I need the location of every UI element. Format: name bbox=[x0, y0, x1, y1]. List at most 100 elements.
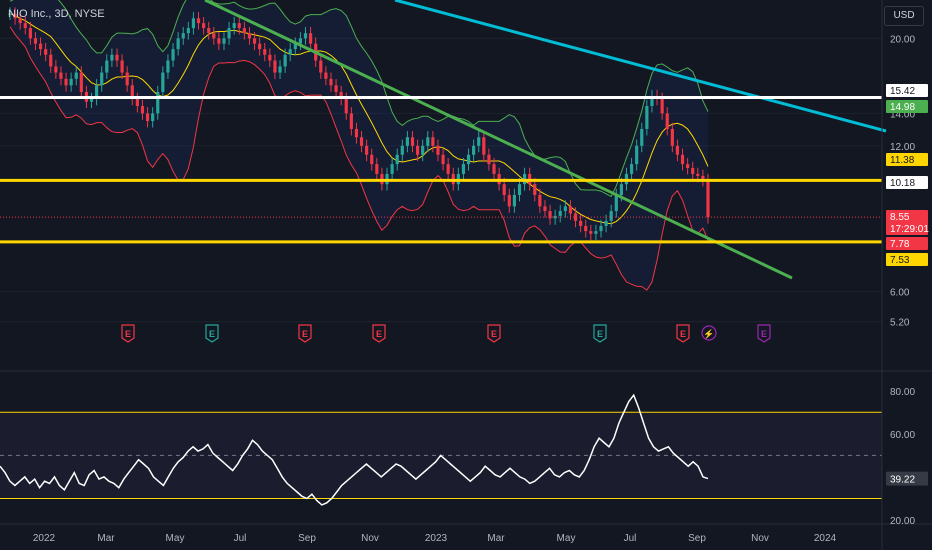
candle-body bbox=[339, 91, 343, 99]
candle-body bbox=[696, 173, 700, 176]
candle-body bbox=[431, 137, 435, 146]
candle-body bbox=[568, 206, 573, 214]
candle-body bbox=[349, 113, 353, 129]
event-shield bbox=[487, 324, 501, 343]
rsi-tick-label: 60.00 bbox=[890, 430, 915, 441]
earnings-event-marker: E bbox=[205, 324, 219, 343]
candle-body bbox=[543, 206, 547, 212]
time-tick-label: Sep bbox=[298, 533, 316, 544]
event-shield bbox=[205, 324, 219, 343]
price-label-text: 7.78 bbox=[890, 239, 910, 250]
candle-body bbox=[59, 72, 63, 79]
candle-body bbox=[69, 78, 73, 86]
time-tick-label: Nov bbox=[751, 533, 769, 544]
candle-body bbox=[89, 98, 94, 102]
cyan-trendline bbox=[394, 0, 887, 133]
candle-body bbox=[629, 164, 634, 174]
candle-body bbox=[563, 206, 567, 212]
event-shield bbox=[757, 324, 771, 343]
candle-body bbox=[54, 66, 58, 73]
price-tick-label: 12.00 bbox=[890, 142, 915, 153]
time-tick-label: 2023 bbox=[425, 533, 448, 544]
candle-body bbox=[176, 38, 180, 50]
time-tick-label: Jul bbox=[624, 533, 637, 544]
currency-button[interactable]: USD bbox=[884, 6, 924, 26]
candle-body bbox=[156, 91, 160, 114]
candle-body bbox=[507, 194, 511, 207]
candle-body bbox=[115, 54, 119, 61]
candle-body bbox=[33, 38, 38, 44]
candle-body bbox=[680, 154, 685, 165]
candle-body bbox=[354, 128, 359, 138]
candle-body bbox=[130, 85, 134, 99]
candle-body bbox=[64, 78, 68, 86]
earnings-event-marker: E bbox=[121, 324, 135, 343]
candle-body bbox=[18, 18, 22, 24]
candle-body bbox=[303, 33, 308, 39]
candle-body bbox=[49, 54, 53, 67]
rsi-line bbox=[0, 393, 709, 506]
rsi-current-badge bbox=[886, 471, 928, 486]
candle-body bbox=[293, 43, 297, 50]
event-letter: E bbox=[680, 329, 686, 339]
candle-body bbox=[441, 154, 445, 165]
bollinger-upper-line bbox=[9, 0, 709, 198]
price-label-text: 11.38 bbox=[890, 155, 915, 166]
candle-body bbox=[268, 54, 272, 61]
candle-body bbox=[151, 113, 155, 122]
candle-body bbox=[329, 78, 333, 86]
event-letter: E bbox=[209, 329, 215, 339]
candle-body bbox=[670, 128, 674, 146]
event-shield bbox=[298, 324, 312, 343]
main-pane: E E E E E E E ⚡ E bbox=[0, 0, 932, 372]
time-tick-label: Nov bbox=[361, 533, 379, 544]
rsi-pane bbox=[0, 372, 882, 524]
symbol-title[interactable]: NIO Inc., 3D, NYSE bbox=[8, 8, 105, 20]
candle-body bbox=[212, 33, 216, 39]
candle-body bbox=[120, 60, 124, 73]
candle-body bbox=[375, 164, 379, 174]
candle-body bbox=[686, 164, 690, 168]
candle-body bbox=[359, 137, 364, 146]
candle-body bbox=[100, 72, 104, 86]
candle-body bbox=[405, 137, 410, 146]
candle-body bbox=[589, 231, 593, 234]
candle-body bbox=[79, 72, 83, 92]
candle-body bbox=[344, 98, 348, 114]
event-letter: E bbox=[125, 329, 131, 339]
main-background bbox=[0, 0, 882, 372]
price-label-badge bbox=[886, 84, 928, 97]
event-shield bbox=[372, 324, 386, 343]
time-tick-label: Jul bbox=[234, 533, 247, 544]
rsi-tick-label: 20.00 bbox=[890, 516, 915, 527]
event-letter: ⚡ bbox=[703, 328, 714, 340]
event-shield bbox=[676, 324, 690, 343]
price-label-badge bbox=[886, 176, 928, 189]
time-tick-label: May bbox=[166, 533, 185, 544]
time-tick-label: 2024 bbox=[814, 533, 837, 544]
candle-body bbox=[95, 85, 99, 99]
candle-body bbox=[675, 145, 680, 155]
candle-body bbox=[609, 211, 613, 221]
candle-body bbox=[273, 60, 277, 73]
candle-body bbox=[461, 164, 466, 174]
candle-body bbox=[558, 211, 562, 216]
candle-body bbox=[487, 154, 491, 165]
candle-body bbox=[242, 28, 246, 34]
candle-body bbox=[237, 23, 241, 29]
candle-body bbox=[324, 72, 328, 79]
candle-body bbox=[202, 23, 206, 29]
candle-body bbox=[400, 145, 404, 155]
earnings-event-marker: E bbox=[487, 324, 501, 343]
candle-body bbox=[8, 13, 12, 15]
price-label-badge bbox=[886, 253, 928, 266]
price-label-badge bbox=[886, 153, 928, 166]
candle-body bbox=[426, 137, 430, 146]
candle-body bbox=[38, 43, 43, 50]
candle-body bbox=[217, 38, 221, 44]
candle-body bbox=[415, 145, 420, 155]
event-circle bbox=[701, 325, 717, 341]
candle-body bbox=[691, 167, 695, 174]
